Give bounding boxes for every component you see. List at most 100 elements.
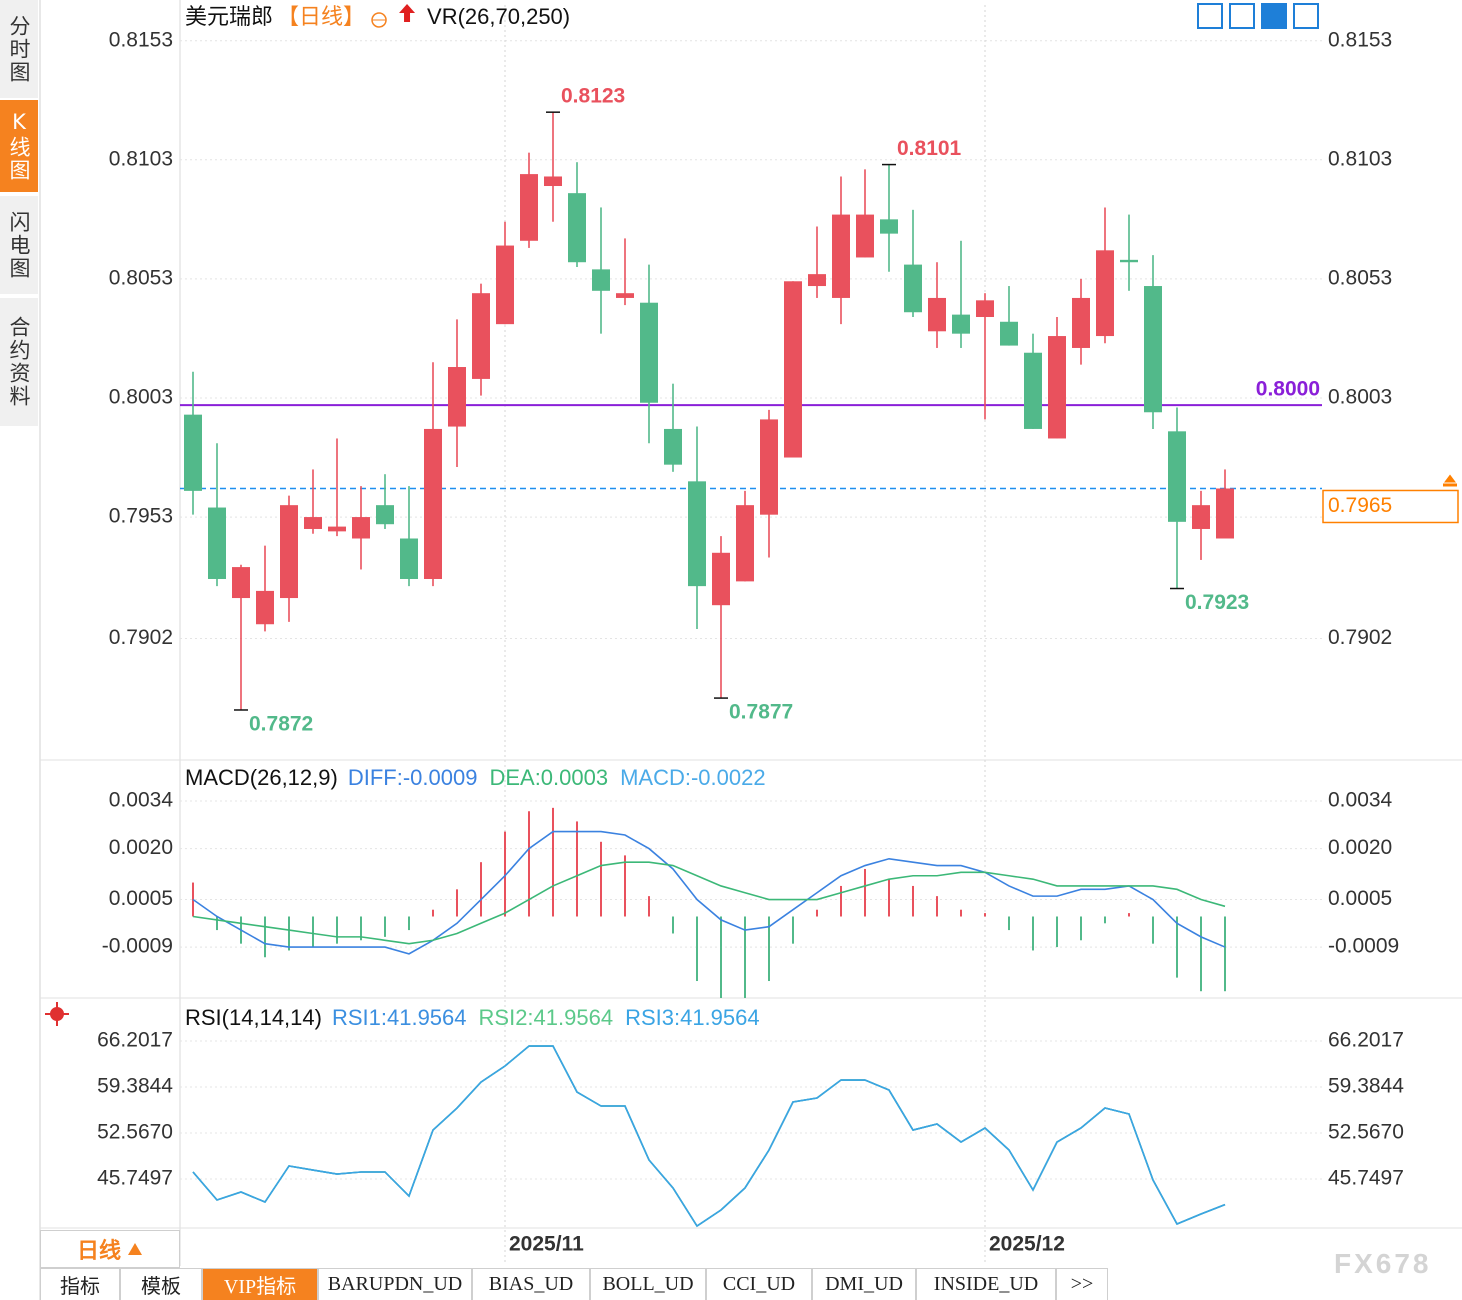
indicator-label: VR(26,70,250) — [427, 4, 570, 29]
candle-body — [808, 274, 826, 287]
y-tick-label: 59.3844 — [1328, 1075, 1404, 1098]
candle-body — [568, 193, 586, 263]
legend-entry: DEA:0.0003 — [489, 765, 608, 790]
candle-body — [1096, 250, 1114, 337]
extreme-label: 0.8101 — [897, 137, 962, 160]
last-price-box — [1322, 489, 1459, 524]
macd-line — [192, 830, 1226, 955]
rsi-line — [192, 1045, 1226, 1228]
y-tick-label: 52.5670 — [1328, 1121, 1404, 1144]
candle-body — [328, 526, 346, 532]
candle-body — [472, 293, 490, 379]
reference-label: 0.8000 — [1256, 378, 1320, 401]
candle-body — [880, 219, 898, 234]
y-tick-label: 0.7953 — [109, 505, 173, 528]
tab[interactable]: BIAS_UD — [472, 1268, 590, 1300]
tab[interactable]: BARUPDN_UD — [318, 1268, 472, 1300]
tab[interactable]: CCI_UD — [706, 1268, 812, 1300]
candle-body — [1192, 505, 1210, 529]
tab[interactable]: 指标 — [40, 1268, 120, 1300]
candle-body — [592, 269, 610, 291]
y-tick-label: 0.8003 — [1328, 386, 1392, 409]
y-tick-label: 0.0020 — [109, 836, 173, 859]
candle-body — [1072, 297, 1090, 348]
extreme-label: 0.7877 — [729, 701, 793, 724]
candle-body — [184, 414, 202, 491]
tab[interactable]: INSIDE_UD — [916, 1268, 1056, 1300]
side-tab[interactable]: 合约资料 — [0, 298, 38, 428]
tab[interactable]: DMI_UD — [812, 1268, 916, 1300]
candle-body — [976, 300, 994, 318]
candle-body — [304, 517, 322, 529]
candle-body — [520, 174, 538, 241]
tab[interactable]: VIP指标 — [202, 1268, 318, 1300]
legend-entry: DIFF:-0.0009 — [348, 765, 478, 790]
legend-entry: RSI2:41.9564 — [479, 1005, 614, 1030]
candle-body — [856, 214, 874, 258]
caret — [128, 1243, 142, 1255]
candle-body — [280, 505, 298, 599]
watermark: FX678 — [1334, 1248, 1432, 1279]
last-price-arrow-base — [1443, 483, 1457, 487]
tab[interactable]: BOLL_UD — [590, 1268, 706, 1300]
side-tab[interactable]: K线图 — [0, 100, 38, 194]
candle-body — [208, 507, 226, 579]
y-tick-label: 59.3844 — [97, 1075, 173, 1098]
y-tick-label: 66.2017 — [97, 1029, 173, 1052]
candle-body — [640, 302, 658, 403]
toolbar-icons — [1197, 3, 1319, 29]
last-price-label: 0.7965 — [1328, 494, 1392, 517]
chart-title: 美元瑞郎 — [185, 4, 273, 29]
rsi-line — [192, 1045, 1226, 1228]
extreme-label: 0.7872 — [249, 713, 313, 736]
icon[interactable] — [1229, 3, 1255, 29]
extreme-label: 0.8123 — [561, 85, 625, 108]
period-label: 日线 — [76, 1238, 121, 1263]
candle-body — [424, 428, 442, 579]
chart-title: RSI(14,14,14) — [185, 1005, 322, 1030]
y-tick-label: 66.2017 — [1328, 1029, 1404, 1052]
candle-body — [1168, 431, 1186, 522]
y-tick-label: 0.8053 — [1328, 266, 1392, 289]
y-tick-label: 0.8103 — [109, 147, 173, 170]
y-tick-label: 0.0034 — [109, 789, 174, 812]
y-tick-label: 0.8053 — [109, 266, 173, 289]
icon[interactable] — [1261, 3, 1287, 29]
legend-entry: MACD:-0.0022 — [620, 765, 766, 790]
tab[interactable]: 模板 — [120, 1268, 202, 1300]
candle-body — [664, 428, 682, 465]
side-tab[interactable]: 闪电图 — [0, 196, 38, 296]
y-tick-label: 0.7902 — [1328, 626, 1392, 649]
candle-body — [616, 293, 634, 298]
candle-body — [1144, 286, 1162, 413]
y-tick-label: 0.8003 — [109, 386, 173, 409]
candle-body — [1048, 336, 1066, 439]
candle-body — [952, 314, 970, 334]
candle-body — [256, 590, 274, 625]
icon[interactable] — [1293, 3, 1319, 29]
candle-body — [1120, 259, 1138, 263]
tab[interactable]: >> — [1056, 1268, 1108, 1300]
candle-body — [376, 505, 394, 525]
indicator-tabs: 指标 模板 VIP指标 BARUPDN_UD BIAS_UD BOLL_UD C… — [40, 1268, 1108, 1300]
y-tick-label: 45.7497 — [1328, 1167, 1404, 1190]
side-tab[interactable]: 分时图 — [0, 0, 38, 100]
period-selector[interactable]: 日线 — [40, 1230, 180, 1268]
candle-body — [496, 245, 514, 325]
candle-body — [736, 505, 754, 582]
icon[interactable] — [1197, 3, 1223, 29]
y-tick-label: -0.0009 — [1328, 935, 1399, 958]
candle-body — [448, 367, 466, 427]
y-tick-label: 45.7497 — [97, 1167, 173, 1190]
sun-icon — [45, 1002, 69, 1026]
candle-body — [1216, 488, 1234, 539]
candle-body — [1024, 352, 1042, 429]
arrow-icon — [399, 4, 416, 22]
x-tick-label: 2025/11 — [509, 1233, 584, 1256]
candle-body — [232, 567, 250, 599]
y-tick-label: 0.8103 — [1328, 147, 1392, 170]
macd-line — [192, 861, 1226, 945]
candle-body — [928, 297, 946, 332]
